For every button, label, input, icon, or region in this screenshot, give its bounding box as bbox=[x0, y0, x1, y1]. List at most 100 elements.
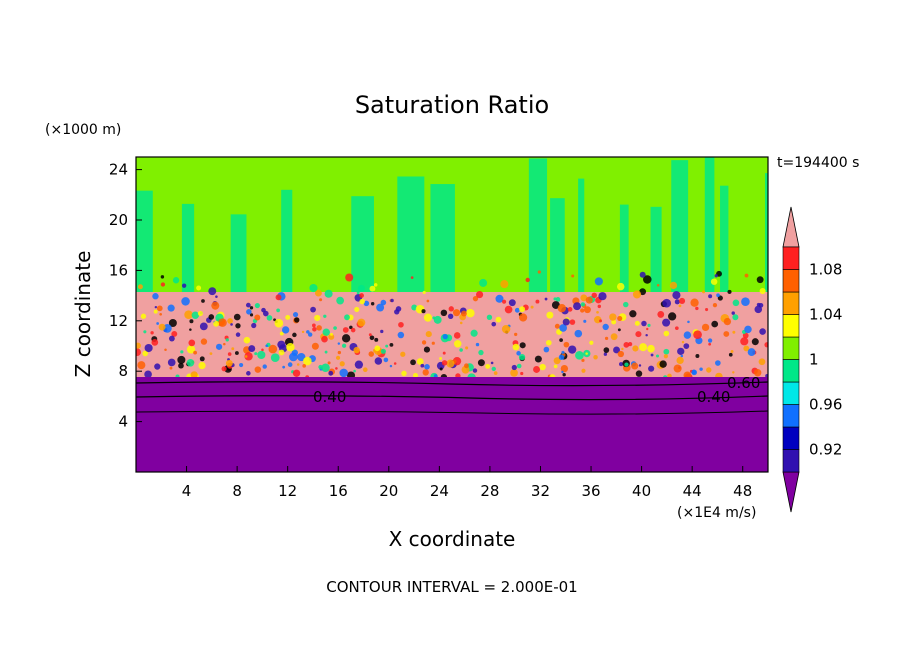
cloud-speckle bbox=[221, 366, 227, 372]
cloud-speckle bbox=[279, 331, 284, 336]
contour-label-040-left: 0.40 bbox=[313, 388, 346, 406]
cloud-speckle bbox=[707, 338, 713, 343]
cloud-speckle bbox=[732, 299, 740, 307]
cloud-speckle bbox=[314, 314, 321, 322]
upper-column bbox=[201, 197, 213, 337]
cloud-speckle bbox=[632, 345, 639, 352]
cloud-speckle bbox=[274, 318, 284, 328]
cloud-speckle bbox=[479, 278, 488, 287]
cloud-speckle bbox=[525, 277, 530, 283]
cloud-speckle bbox=[380, 299, 387, 306]
cloud-speckle bbox=[321, 363, 330, 373]
cloud-speckle bbox=[623, 341, 630, 348]
cloud-speckle bbox=[751, 338, 759, 346]
cloud-speckle bbox=[200, 338, 208, 345]
x-tick-label: 24 bbox=[430, 482, 449, 500]
cloud-speckle bbox=[493, 371, 498, 375]
cloud-speckle bbox=[519, 306, 526, 313]
y-tick-label: 12 bbox=[109, 312, 128, 330]
cloud-speckle bbox=[190, 371, 198, 379]
cloud-speckle bbox=[309, 283, 318, 293]
cloud-speckle bbox=[602, 323, 609, 331]
cloud-speckle bbox=[617, 328, 621, 332]
cloud-speckle bbox=[422, 290, 426, 295]
cloud-speckle bbox=[164, 348, 167, 352]
cloud-speckle bbox=[336, 296, 345, 305]
cloud-speckle bbox=[680, 354, 684, 358]
cloud-speckle bbox=[723, 317, 732, 326]
upper-column bbox=[704, 157, 715, 346]
legend-swatch bbox=[782, 336, 800, 360]
cloud-speckle bbox=[571, 274, 575, 278]
cloud-speckle bbox=[617, 350, 625, 358]
cloud-speckle bbox=[312, 327, 317, 332]
cloud-speckle bbox=[561, 350, 565, 354]
upper-column bbox=[650, 206, 662, 337]
cloud-speckle bbox=[188, 339, 196, 347]
cloud-speckle bbox=[603, 347, 610, 353]
cloud-speckle bbox=[514, 307, 520, 313]
cloud-speckle bbox=[233, 313, 241, 321]
cloud-speckle bbox=[557, 304, 567, 313]
x-tick-label: 32 bbox=[531, 482, 550, 500]
cloud-speckle bbox=[530, 305, 534, 309]
cloud-speckle bbox=[442, 351, 446, 355]
cloud-speckle bbox=[321, 335, 328, 343]
cloud-speckle bbox=[596, 310, 599, 314]
cloud-speckle bbox=[453, 332, 461, 339]
cloud-speckle bbox=[723, 331, 730, 337]
cloud-speckle bbox=[423, 313, 433, 322]
cloud-speckle bbox=[475, 342, 480, 347]
cloud-speckle bbox=[199, 322, 208, 331]
upper-column bbox=[281, 189, 293, 341]
cloud-speckle bbox=[302, 364, 306, 368]
cloud-speckle bbox=[249, 306, 254, 310]
cloud-speckle bbox=[398, 321, 404, 328]
cloud-speckle bbox=[756, 276, 764, 284]
cloud-speckle bbox=[732, 371, 735, 374]
legend-low-extend bbox=[782, 471, 800, 513]
cloud-speckle bbox=[169, 366, 173, 370]
cloud-speckle bbox=[583, 319, 587, 323]
cloud-speckle bbox=[143, 330, 147, 334]
chart-title: Saturation Ratio bbox=[355, 91, 549, 119]
cloud-speckle bbox=[584, 306, 591, 314]
cloud-speckle bbox=[568, 345, 577, 354]
cloud-speckle bbox=[385, 344, 389, 348]
cloud-speckle bbox=[581, 358, 585, 362]
cloud-speckle bbox=[585, 296, 593, 304]
cloud-speckle bbox=[349, 325, 353, 330]
cloud-speckle bbox=[160, 282, 166, 287]
upper-column bbox=[380, 159, 389, 342]
cloud-speckle bbox=[150, 331, 154, 335]
x-tick-label: 16 bbox=[329, 482, 348, 500]
cloud-speckle bbox=[639, 271, 646, 278]
cloud-speckle bbox=[448, 306, 454, 312]
cloud-speckle bbox=[589, 340, 594, 345]
cloud-speckle bbox=[172, 277, 180, 284]
cloud-speckle bbox=[383, 357, 389, 363]
x-tick-label: 8 bbox=[232, 482, 242, 500]
cloud-speckle bbox=[491, 321, 497, 327]
cloud-speckle bbox=[478, 349, 484, 356]
y-tick-label: 24 bbox=[109, 161, 128, 179]
cloud-speckle bbox=[339, 361, 345, 367]
cloud-speckle bbox=[184, 310, 193, 320]
cloud-speckle bbox=[551, 301, 560, 309]
dry-layer-band bbox=[136, 377, 768, 472]
cloud-speckle bbox=[543, 346, 550, 353]
cloud-speckle bbox=[678, 304, 682, 308]
cloud-speckle bbox=[619, 362, 624, 367]
cloud-speckle bbox=[453, 340, 462, 348]
cloud-speckle bbox=[136, 342, 141, 349]
cloud-speckle bbox=[137, 284, 143, 290]
cloud-speckle bbox=[297, 352, 306, 362]
cloud-speckle bbox=[359, 298, 365, 305]
cloud-speckle bbox=[215, 343, 223, 350]
cloud-speckle bbox=[472, 295, 479, 302]
x-tick-label: 4 bbox=[182, 482, 192, 500]
cloud-speckle bbox=[731, 311, 735, 315]
cloud-speckle bbox=[742, 332, 749, 339]
cloud-speckle bbox=[609, 313, 617, 321]
